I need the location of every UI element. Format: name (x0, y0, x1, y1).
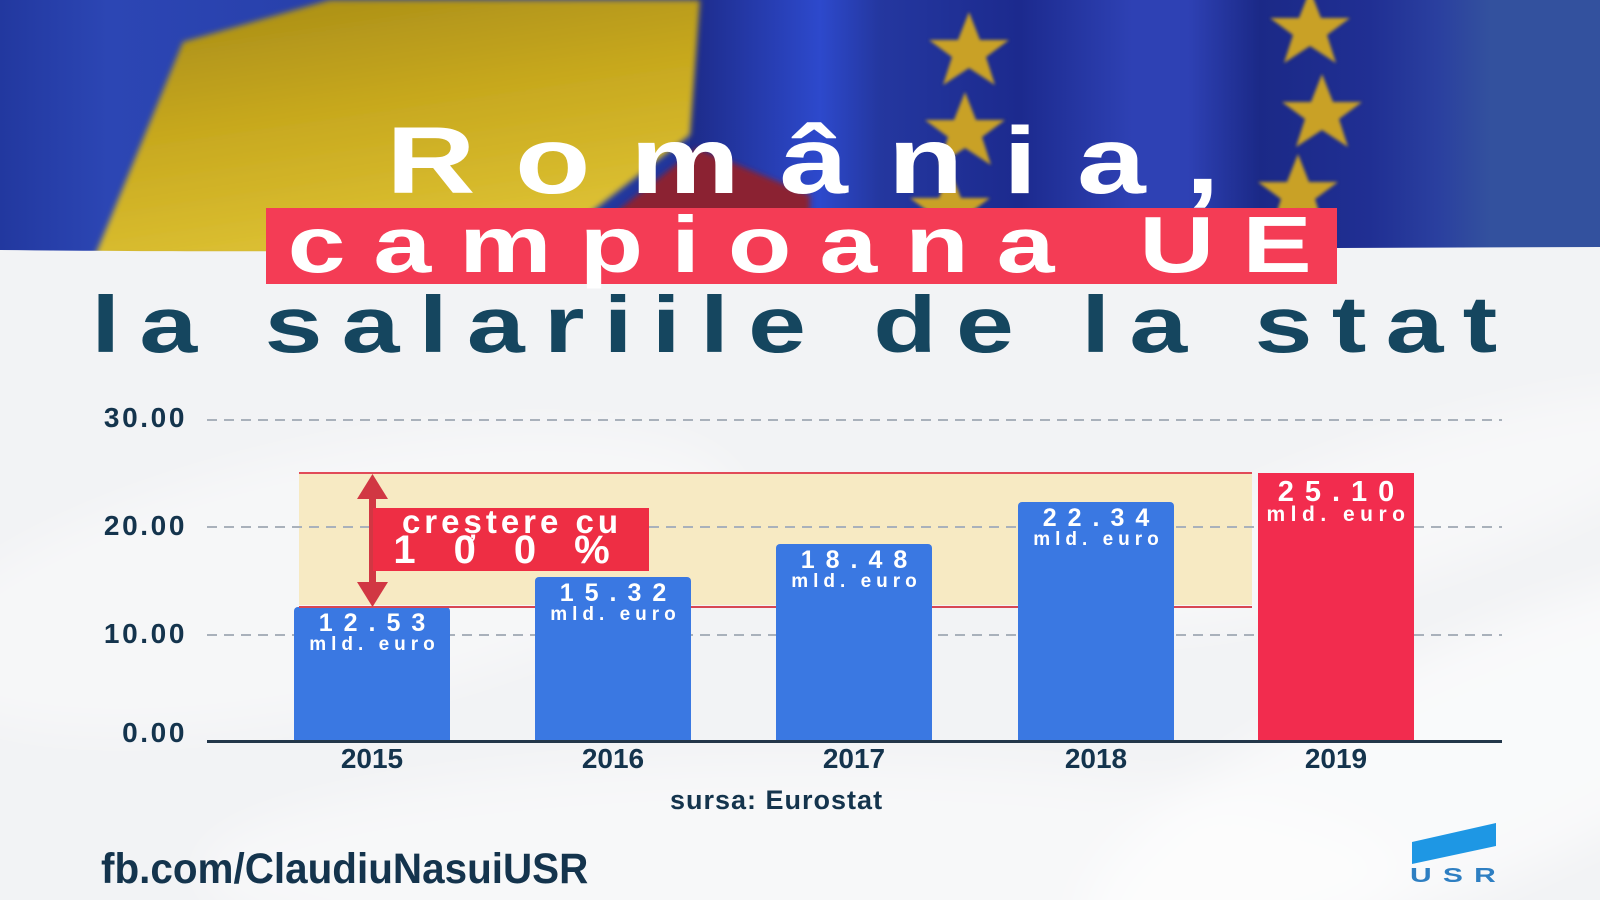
svg-text:USR: USR (1410, 865, 1505, 887)
